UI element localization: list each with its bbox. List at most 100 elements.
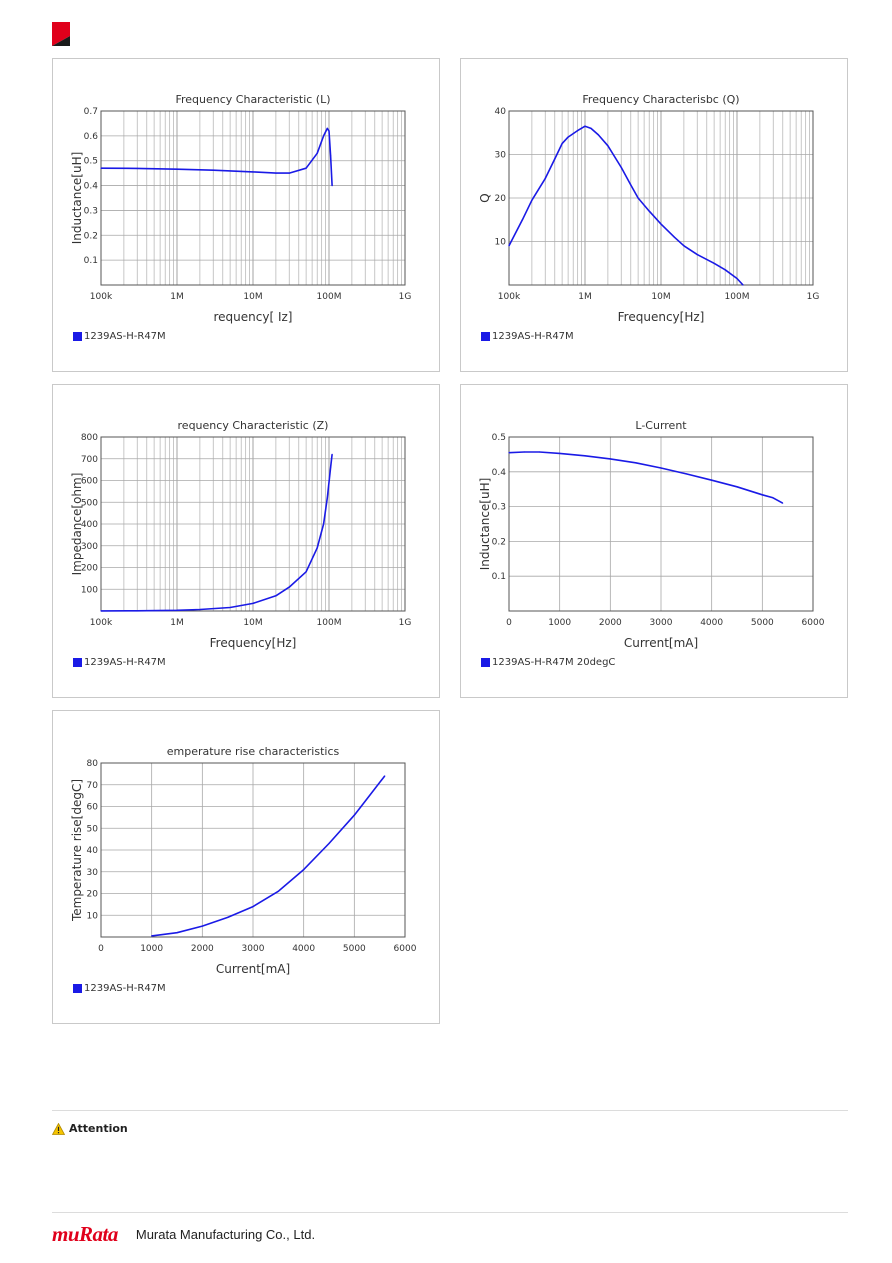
data-point [227, 916, 229, 918]
x-tick-label: 1G [807, 292, 820, 302]
x-tick-label: 5000 [343, 944, 366, 954]
data-point [252, 906, 254, 908]
data-point [609, 458, 611, 460]
data-point [742, 284, 744, 286]
data-point [724, 269, 726, 271]
y-tick-label: 50 [87, 824, 99, 834]
data-point [136, 610, 138, 612]
data-point [660, 467, 662, 469]
y-tick-label: 100 [81, 585, 98, 595]
legend-swatch [73, 658, 82, 667]
y-tick-label: 0.5 [84, 157, 98, 167]
x-tick-label: 1M [578, 292, 592, 302]
data-point [673, 236, 675, 238]
legend-swatch [481, 658, 490, 667]
chart-svg: 10 20 30 40 100k 1M 10M 100M 1G Frequency Charact… [478, 93, 820, 324]
data-point [508, 245, 510, 247]
data-point [275, 172, 277, 174]
data-point [584, 125, 586, 127]
data-point [323, 523, 325, 525]
x-axis-label: Current[mA] [216, 962, 290, 976]
y-tick-label: 800 [81, 433, 98, 443]
data-point [711, 479, 713, 481]
data-point [326, 127, 328, 129]
y-tick-label: 0.4 [492, 468, 507, 478]
y-tick-label: 600 [81, 477, 98, 487]
gridlines [509, 110, 813, 285]
legend-label: 1239AS-H-R47M [492, 331, 574, 342]
y-tick-label: 0.3 [84, 206, 98, 216]
chart-svg: 100 200 300 400 500 600 700 800 100k 1M 10M 100M 1G r… [70, 419, 412, 650]
x-axis-label: Frequency[Hz] [210, 636, 297, 650]
data-point [544, 177, 546, 179]
y-axis-label: Inductance[uH] [478, 478, 492, 571]
chart-svg: 0.1 0.2 0.3 0.4 0.5 0 1000 2000 3000 4000 5000 6000… [478, 419, 825, 650]
y-tick-label: 0.1 [84, 256, 98, 266]
x-tick-label: 10M [651, 292, 670, 302]
y-tick-label: 300 [81, 542, 98, 552]
data-point [330, 466, 332, 469]
footer: muRata Murata Manufacturing Co., Ltd. [52, 1222, 315, 1247]
y-tick-label: 0.4 [84, 182, 99, 192]
y-tick-label: 200 [81, 564, 98, 574]
data-point [288, 172, 290, 174]
data-point [331, 185, 333, 187]
chart-panel-q-frequency: 10 20 30 40 100k 1M 10M 100M 1G Frequency Charact… [460, 58, 848, 372]
data-point [275, 595, 277, 597]
data-point [328, 130, 330, 132]
x-tick-label: 1G [399, 618, 412, 628]
legend-swatch [73, 332, 82, 341]
chart-panel-l-current: 0.1 0.2 0.3 0.4 0.5 0 1000 2000 3000 4000 5000 6000… [460, 384, 848, 698]
y-tick-label: 80 [87, 759, 99, 769]
data-point [736, 486, 738, 488]
data-point [577, 130, 579, 132]
data-point [597, 134, 599, 136]
y-tick-label: 30 [495, 151, 507, 161]
chart-panel-l-frequency: 0.1 0.2 0.3 0.4 0.5 0.6 0.7 100k 1M 10M 100M 1G Freq… [52, 58, 440, 372]
data-point [713, 262, 715, 264]
y-tick-label: 0.7 [84, 107, 98, 117]
legend-swatch [481, 332, 490, 341]
chart-legend: 1239AS-H-R47M [73, 983, 166, 994]
chart-legend: 1239AS-H-R47M [481, 331, 574, 342]
x-tick-label: 4000 [700, 618, 723, 628]
data-point [635, 462, 637, 464]
y-tick-label: 60 [87, 803, 99, 813]
y-axis-label: Impedance[ohm] [70, 473, 84, 576]
x-tick-label: 100k [90, 618, 113, 628]
x-tick-label: 5000 [751, 618, 774, 628]
x-tick-label: 2000 [599, 618, 622, 628]
y-tick-label: 0.2 [84, 231, 98, 241]
gridlines [101, 436, 405, 611]
data-point [288, 586, 290, 588]
legend-label: 1239AS-H-R47M 20degC [492, 657, 616, 668]
y-tick-label: 30 [87, 868, 99, 878]
data-point [353, 814, 355, 816]
data-point [685, 473, 687, 475]
data-point [136, 167, 138, 169]
y-axis-label: Q [478, 193, 492, 202]
data-point [305, 571, 307, 573]
data-point [303, 869, 305, 871]
series-line [100, 127, 333, 186]
y-tick-label: 0.1 [492, 572, 506, 582]
y-tick-label: 500 [81, 498, 98, 508]
attention-section[interactable]: Attention [52, 1122, 128, 1135]
data-point [782, 502, 784, 504]
data-point [277, 890, 279, 892]
data-point [176, 932, 178, 934]
x-tick-label: 1G [399, 292, 412, 302]
y-tick-label: 20 [87, 890, 99, 900]
data-point [252, 171, 254, 173]
data-point [252, 602, 254, 604]
data-point [660, 223, 662, 225]
y-axis-label: Temperature rise[degC] [70, 779, 84, 922]
x-tick-label: 10M [243, 292, 262, 302]
company-name: Murata Manufacturing Co., Ltd. [135, 1227, 316, 1242]
plot-frame [100, 110, 406, 286]
data-point [316, 547, 318, 549]
series-line [508, 451, 783, 504]
data-point [176, 168, 178, 170]
data-point [323, 135, 325, 137]
y-tick-label: 700 [81, 455, 98, 465]
